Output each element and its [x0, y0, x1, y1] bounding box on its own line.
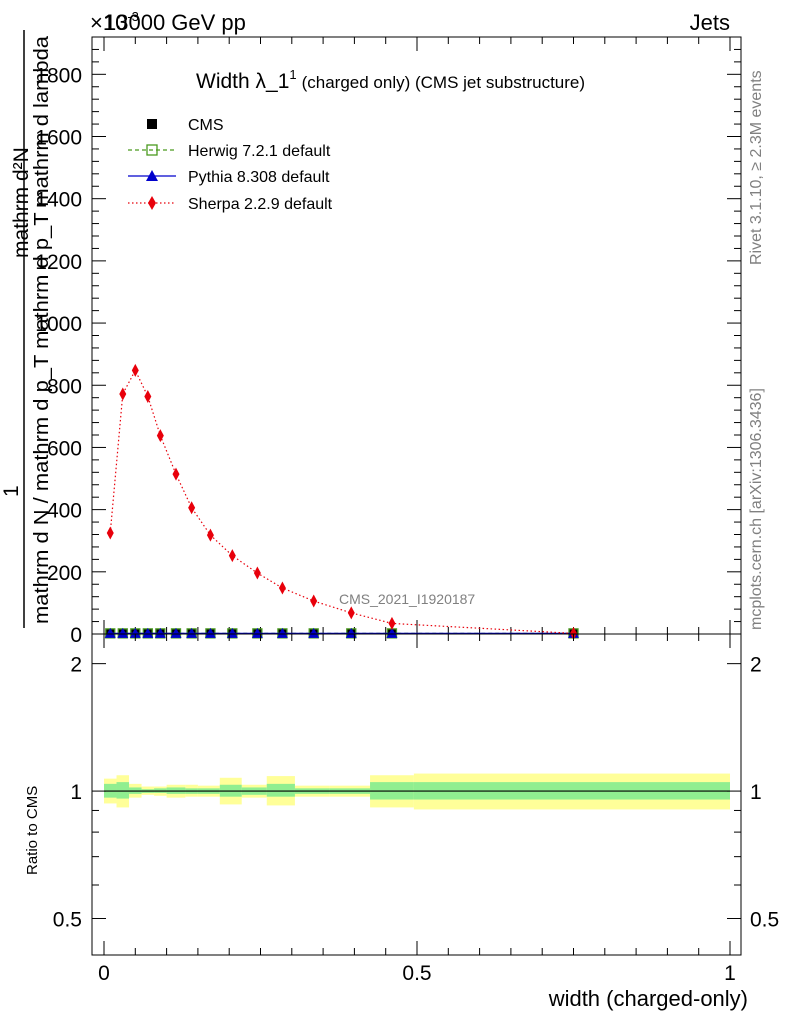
ratio-y-tick-label: 2	[70, 654, 82, 677]
y-tick-label: 1400	[35, 189, 82, 212]
process-label: Jets	[690, 10, 730, 35]
series-sherpa-2-2-9-default	[106, 363, 577, 640]
data-point	[170, 627, 182, 638]
data-point	[119, 387, 127, 401]
data-point	[154, 627, 166, 638]
y-tick-label: 800	[47, 375, 82, 398]
data-point	[172, 467, 180, 481]
y-tick-label: 1000	[35, 313, 82, 336]
data-point	[310, 594, 318, 608]
legend-marker	[148, 196, 156, 210]
data-point	[386, 627, 398, 638]
legend-label: Sherpa 2.2.9 default	[188, 196, 333, 213]
y-label-denominator: mathrm d N / mathrm d p_T mathrm d p_T m…	[31, 35, 53, 624]
data-point	[347, 606, 355, 620]
x-tick-label: 0.5	[402, 962, 431, 985]
ratio-y-tick-label: 1	[70, 781, 82, 804]
data-point	[308, 627, 320, 638]
ratio-bands	[104, 773, 730, 810]
data-point	[188, 501, 196, 515]
data-point	[117, 627, 129, 638]
series-layer	[104, 363, 579, 640]
data-point	[253, 566, 261, 580]
top-panel-ticks: 0 200 400 600 800 1000 1200 1400 1600 1800	[35, 37, 741, 647]
data-point	[204, 627, 216, 638]
y-tick-label: 1600	[35, 127, 82, 150]
exponent-power: -3	[127, 9, 139, 24]
ratio-y-tick-label-right: 2	[750, 654, 762, 677]
data-point	[278, 581, 286, 595]
data-point	[144, 389, 152, 403]
y-tick-label: 1200	[35, 251, 82, 274]
data-point	[228, 549, 236, 563]
plot-title-rest: (charged only) (CMS jet substructure)	[302, 73, 585, 92]
legend-label: Herwig 7.2.1 default	[188, 143, 331, 160]
plot-title-sup: 1	[289, 67, 296, 82]
ratio-y-tick-label-right: 1	[750, 781, 762, 804]
legend-marker	[147, 119, 157, 129]
beam-label: 13000 GeV pp	[104, 10, 246, 35]
y-tick-label: 200	[47, 562, 82, 585]
data-point	[131, 363, 139, 377]
data-point	[276, 627, 288, 638]
data-point	[142, 627, 154, 638]
y-tick-label: 1800	[35, 64, 82, 87]
legend-marker	[146, 170, 158, 181]
ratio-y-label: Ratio to CMS	[24, 786, 41, 875]
x-axis-label: width (charged-only)	[548, 986, 748, 1011]
watermark: CMS_2021_I1920187	[339, 591, 475, 607]
ratio-y-tick-label-right: 0.5	[750, 909, 779, 932]
data-point	[206, 528, 214, 542]
ratio-panel-ticks: 0 0.5 1 0.5 0.5 1 1 2 2	[53, 634, 779, 985]
y-tick-label: 600	[47, 437, 82, 460]
legend-label: Pythia 8.308 default	[188, 169, 330, 186]
data-point	[156, 429, 164, 443]
y-label-one: 1	[0, 485, 23, 497]
data-point	[106, 526, 114, 540]
ratio-panel: 0 0.5 1 0.5 0.5 1 1 2 2 Ratio to CMS width (char…	[24, 633, 779, 1011]
plot-title: Width λ_11 (charged only) (CMS jet substr…	[196, 67, 585, 93]
legend-label: CMS	[188, 117, 224, 134]
legend-marker	[146, 144, 158, 156]
mcplots-label: mcplots.cern.ch [arXiv:1306.3436]	[748, 388, 765, 630]
main-panel: 0 200 400 600 800 1000 1200 1400 1600 1800 Width …	[35, 36, 742, 647]
uncertainty-band-inner	[266, 783, 295, 797]
ratio-panel-frame	[91, 633, 742, 956]
data-point	[129, 627, 141, 638]
data-point	[104, 627, 116, 638]
data-point	[186, 627, 198, 638]
y-axis-label: mathrm d²N 1 mathrm d N / mathrm d p_T m…	[0, 30, 53, 628]
x-tick-label: 0	[98, 962, 110, 985]
data-point	[388, 616, 396, 630]
ratio-y-tick-label: 0.5	[53, 909, 82, 932]
y-tick-label: 400	[47, 500, 82, 523]
exponent-label: ×10-3	[90, 9, 139, 35]
uncertainty-band-inner	[116, 782, 130, 799]
y-label-numerator: mathrm d²N	[10, 147, 33, 258]
legend: CMS Herwig 7.2.1 default Pythia 8.308 defa…	[128, 117, 333, 213]
data-point	[570, 626, 577, 640]
y-tick-label: 0	[70, 624, 82, 647]
rivet-label: Rivet 3.1.10, ≥ 2.3M events	[748, 70, 765, 265]
x-tick-label: 1	[724, 962, 736, 985]
